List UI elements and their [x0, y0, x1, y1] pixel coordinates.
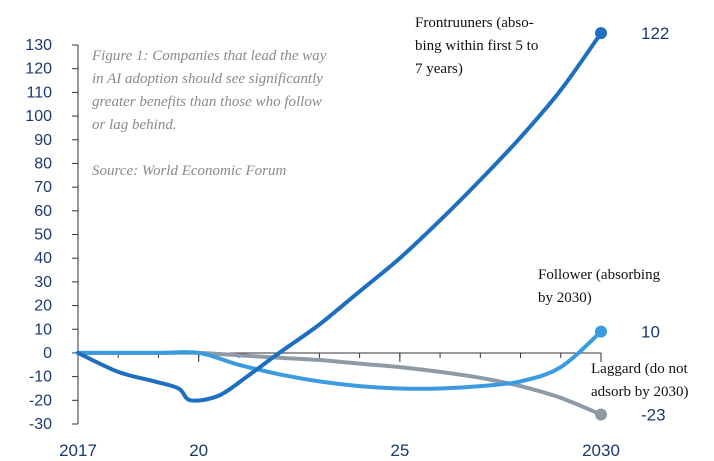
- end-marker-laggard: [595, 408, 607, 421]
- series-label-line: bing within first 5 to: [415, 38, 539, 54]
- series-label-line: adsorb by 2030): [591, 384, 689, 400]
- series-line-frontrunners: [76, 31, 603, 403]
- y-tick-label: -30: [29, 416, 52, 433]
- series-label-line: Follower (absorbing: [538, 267, 661, 283]
- annotation-line: in AI adoption should see significantly: [92, 71, 323, 87]
- x-tick-label: 25: [390, 441, 409, 460]
- y-tick-label: 60: [34, 203, 52, 220]
- chart-annotation: Figure 1: Companies that lead the way in…: [92, 45, 392, 183]
- y-tick-label: -20: [29, 392, 52, 409]
- y-axis: -30 -20 -10 0 10 20 30 40 50 60 70 80 90 100 110 120 130: [25, 37, 79, 433]
- annotation-source: Source: World Economic Forum: [92, 163, 287, 179]
- x-tick-label: 20: [189, 441, 208, 460]
- x-tick-label: 2030: [582, 441, 620, 460]
- y-tick-label: 0: [43, 345, 52, 362]
- y-tick-label: -10: [29, 369, 52, 386]
- series-label-line: Laggard (do not: [591, 361, 688, 377]
- y-tick-label: 70: [34, 179, 52, 196]
- annotation-line: greater benefits than those who follow: [92, 94, 322, 110]
- end-value-follower: 10: [641, 323, 660, 342]
- y-tick-label: 40: [34, 250, 52, 267]
- y-tick-label: 20: [34, 298, 52, 315]
- y-tick-label: 80: [34, 155, 52, 172]
- series-label-line: 7 years): [415, 61, 463, 77]
- series-lines: [76, 31, 603, 417]
- x-tick-label: 2017: [59, 441, 97, 460]
- series-label-line: by 2030): [538, 290, 592, 306]
- series-label-laggard: Laggard (do not adsorb by 2030): [591, 358, 713, 404]
- y-tick-label: 90: [34, 132, 52, 149]
- series-label-follower: Follower (absorbing by 2030): [538, 264, 708, 310]
- y-tick-label: 110: [26, 84, 52, 101]
- end-marker-follower: [595, 325, 607, 338]
- annotation-line: or lag behind.: [92, 117, 177, 133]
- end-marker-frontrunners: [595, 27, 607, 40]
- end-value-laggard: -23: [641, 406, 666, 425]
- end-values: -23 10 122: [641, 24, 669, 424]
- y-tick-label: 10: [34, 321, 52, 338]
- y-tick-label: 50: [34, 227, 52, 244]
- end-markers: [595, 27, 607, 421]
- y-tick-label: 130: [25, 37, 52, 54]
- annotation-line: Figure 1: Companies that lead the way: [92, 48, 327, 64]
- series-label-frontrunners: Frontruuners (abso- bing within first 5 …: [415, 12, 595, 81]
- series-line-follower: [76, 329, 603, 391]
- y-tick-label: 30: [34, 274, 52, 291]
- x-axis: 2017 20 25 2030: [59, 352, 620, 460]
- y-tick-label: 100: [25, 108, 52, 125]
- series-label-line: Frontruuners (abso-: [415, 15, 534, 31]
- y-tick-label: 120: [25, 61, 52, 78]
- end-value-frontrunners: 122: [641, 24, 669, 43]
